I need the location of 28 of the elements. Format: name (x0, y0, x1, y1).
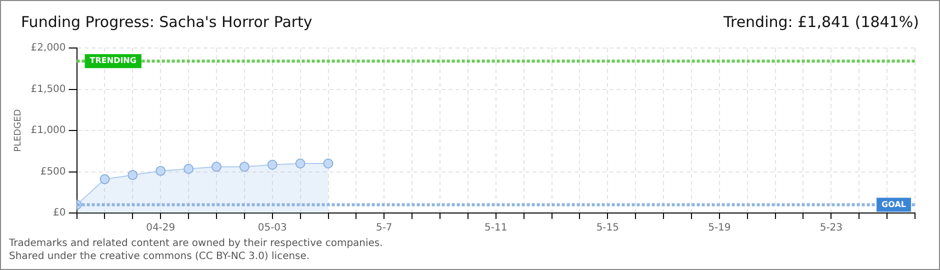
text: Shared under the creative commons (CC BY-NC 3.0) license. (9, 250, 311, 263)
x-tick-label: 04-29 (146, 222, 176, 234)
ref-line-label: TRENDING (90, 56, 136, 66)
point (128, 170, 138, 180)
point (184, 164, 194, 174)
x-tick-label: 5-23 (820, 222, 843, 234)
ref-line-label: GOAL (882, 200, 906, 209)
point (267, 160, 278, 170)
point (323, 158, 334, 168)
x-tick-label: 5-11 (484, 222, 508, 234)
x-tick-label: 5-15 (596, 222, 620, 234)
point (211, 162, 222, 172)
x-tick-label: 5-19 (708, 222, 731, 234)
x-tick-label: 5-7 (376, 222, 392, 234)
chart-subtitle: Trending: £1,841 (1841%) (724, 13, 919, 31)
point (156, 166, 166, 176)
point (239, 162, 250, 172)
chart-title: Funding Progress: Sacha's Horror Party (21, 13, 312, 31)
text: Trademarks and related content are owned by their respective companies. (9, 237, 383, 250)
y-tick-label: £500 (40, 166, 66, 178)
y-tick-label: £1,000 (30, 125, 66, 136)
point (295, 158, 306, 168)
y-tick-label: £1,500 (30, 84, 66, 95)
y-tick-label: £2,000 (30, 42, 66, 54)
y-axis-title: PLEDGED (14, 109, 24, 152)
point (100, 174, 110, 184)
y-tick-label: £0 (53, 208, 66, 219)
x-tick-label: 05-03 (258, 222, 287, 234)
